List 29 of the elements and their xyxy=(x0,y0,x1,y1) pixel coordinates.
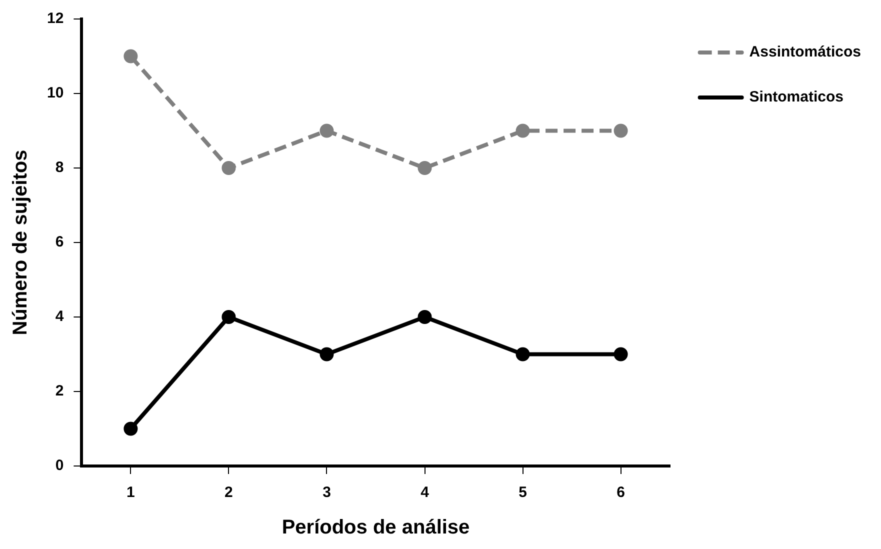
x-tick-label: 5 xyxy=(518,484,527,502)
point xyxy=(124,49,138,64)
y-tick-label: 4 xyxy=(55,308,64,326)
x-tick-label: 2 xyxy=(224,484,233,502)
legend-label: Assintomáticos xyxy=(749,44,862,61)
x-tick-label: 1 xyxy=(126,484,135,502)
point xyxy=(222,161,236,175)
y-tick-label: 6 xyxy=(55,234,64,251)
point xyxy=(222,310,236,324)
y-tick-label: 12 xyxy=(46,10,64,28)
legend-label: Sintomaticos xyxy=(749,88,844,106)
y-tick-label: 0 xyxy=(55,457,64,474)
point xyxy=(418,161,432,175)
point xyxy=(614,347,628,362)
point xyxy=(516,347,530,362)
point xyxy=(320,124,334,138)
x-axis-title: Períodos de análise xyxy=(282,516,470,539)
x-tick-label: 3 xyxy=(322,484,331,502)
point xyxy=(418,310,432,324)
x-tick-label: 4 xyxy=(420,484,430,502)
y-tick-label: 8 xyxy=(55,159,64,176)
point xyxy=(124,422,138,436)
point xyxy=(320,347,334,362)
y-tick-label: 2 xyxy=(55,382,64,400)
y-tick-label: 10 xyxy=(46,84,64,102)
point xyxy=(516,124,530,138)
point xyxy=(614,124,628,138)
x-tick-label: 6 xyxy=(616,484,625,502)
y-axis-title: Número de sujeitos xyxy=(10,150,32,336)
